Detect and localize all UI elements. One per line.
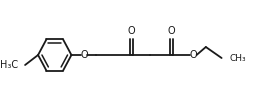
Text: CH₃: CH₃ bbox=[229, 54, 246, 62]
Text: O: O bbox=[190, 50, 197, 60]
Text: O: O bbox=[128, 26, 136, 36]
Text: O: O bbox=[80, 50, 88, 60]
Text: H₃C: H₃C bbox=[0, 60, 18, 70]
Text: O: O bbox=[168, 26, 175, 36]
